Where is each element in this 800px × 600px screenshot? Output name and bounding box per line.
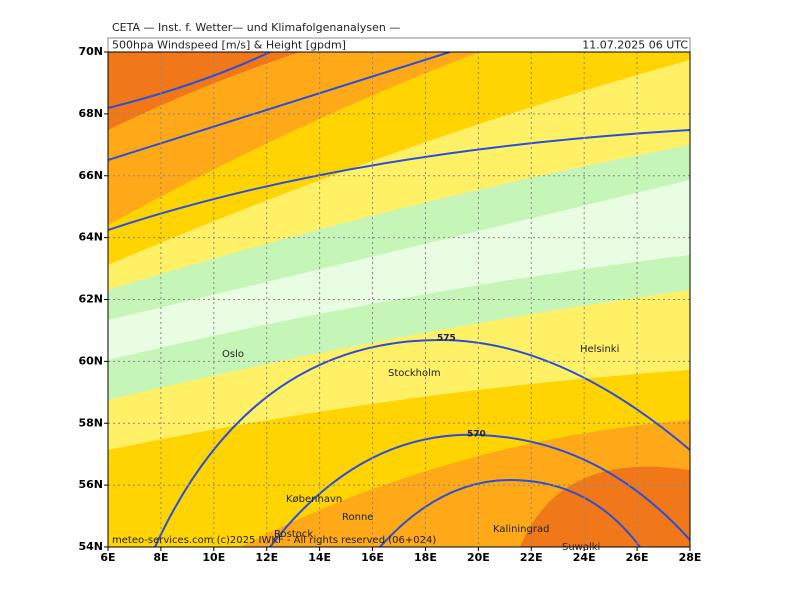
valid-time: 11.07.2025 06 UTC xyxy=(582,39,688,52)
footer: meteo-services.com (c)2025 IWKF - All ri… xyxy=(112,535,436,546)
lon-label: 24E xyxy=(573,551,596,564)
contour-label: 575 xyxy=(437,334,456,344)
lon-label: 28E xyxy=(679,551,702,564)
lon-label: 6E xyxy=(100,551,115,564)
graticule xyxy=(104,51,691,551)
title: CETA — Inst. f. Wetter— und Klimafolgena… xyxy=(112,21,400,34)
lon-label: 26E xyxy=(626,551,649,564)
lon-label: 22E xyxy=(520,551,543,564)
lon-label: 8E xyxy=(153,551,168,564)
place-label: Kaliningrad xyxy=(493,524,549,535)
place-label: Helsinki xyxy=(580,344,619,355)
place-label: Oslo xyxy=(222,349,244,360)
lat-label: 62N xyxy=(78,293,103,306)
lon-label: 16E xyxy=(361,551,384,564)
place-label: Rostock xyxy=(274,529,313,540)
place-label: Ronne xyxy=(342,512,373,523)
lon-label: 12E xyxy=(255,551,278,564)
lon-label: 10E xyxy=(202,551,225,564)
contour-label: 570 xyxy=(467,430,486,440)
lon-label: 20E xyxy=(467,551,490,564)
place-label: Suwalki xyxy=(562,542,600,553)
place-label: Stockholm xyxy=(388,368,441,379)
lat-label: 56N xyxy=(78,478,103,491)
place-label: København xyxy=(286,494,342,505)
lat-label: 66N xyxy=(78,169,103,182)
lat-label: 70N xyxy=(78,45,103,58)
lat-label: 58N xyxy=(78,416,103,429)
subtitle: 500hpa Windspeed [m/s] & Height [gpdm] xyxy=(112,39,346,52)
lon-label: 18E xyxy=(414,551,437,564)
lat-label: 64N xyxy=(78,231,103,244)
lat-label: 68N xyxy=(78,107,103,120)
lat-label: 60N xyxy=(78,354,103,367)
plot-frame xyxy=(107,51,691,548)
lat-label: 54N xyxy=(78,540,103,553)
lon-label: 14E xyxy=(308,551,331,564)
